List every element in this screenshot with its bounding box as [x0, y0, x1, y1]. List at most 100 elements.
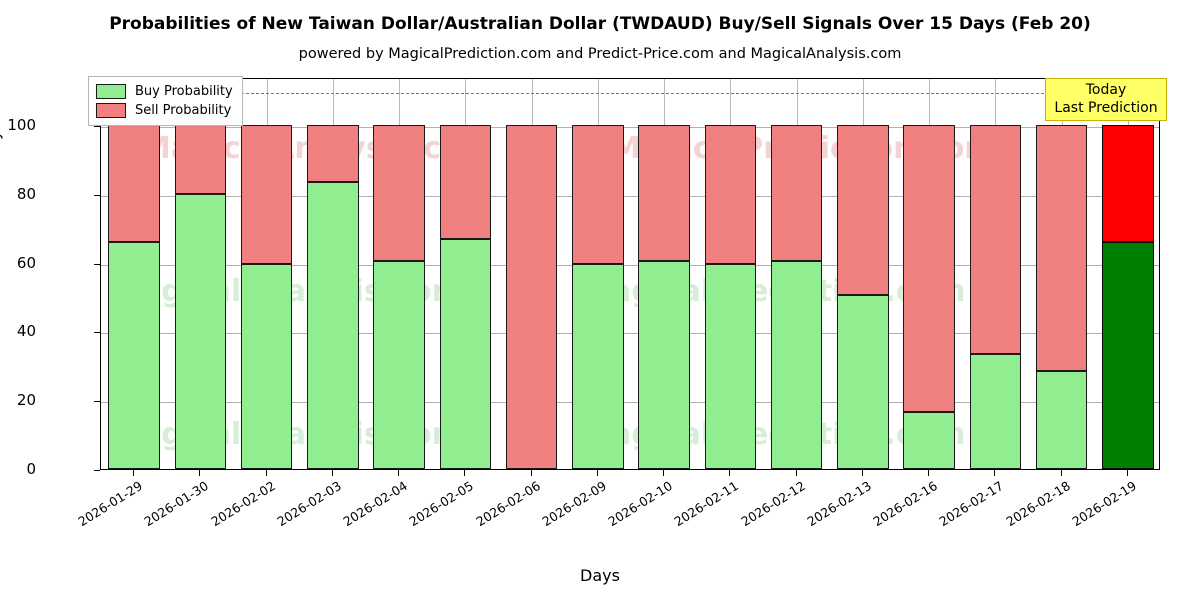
bar-segment-sell[interactable]	[240, 125, 293, 265]
x-tick-mark	[265, 470, 267, 476]
bar-segment-sell[interactable]	[1035, 125, 1088, 371]
bar-segment-sell[interactable]	[837, 125, 889, 296]
x-tick-label: 2026-02-05	[406, 478, 477, 530]
bar-stack[interactable]	[108, 79, 160, 469]
chart-title: Probabilities of New Taiwan Dollar/Austr…	[109, 14, 1091, 34]
bar-segment-sell[interactable]	[704, 125, 757, 265]
y-tick-mark	[94, 332, 100, 334]
y-tick-label: 20	[16, 391, 36, 410]
bar-stack[interactable]	[307, 79, 359, 469]
y-tick-label: 40	[16, 322, 36, 341]
x-tick-mark	[398, 470, 400, 476]
bar-segment-buy[interactable]	[1102, 241, 1154, 469]
bar-stack[interactable]	[439, 79, 492, 469]
gridline-horizontal	[101, 402, 1159, 404]
y-tick-label: 80	[16, 184, 36, 203]
bar-stack[interactable]	[638, 79, 690, 469]
bar-segment-buy[interactable]	[903, 412, 955, 469]
x-tick-label: 2026-02-02	[208, 478, 278, 530]
bar-segment-sell[interactable]	[1102, 125, 1154, 242]
bar-segment-buy[interactable]	[1035, 370, 1088, 469]
x-tick-label: 2026-02-18	[1003, 478, 1073, 530]
bar-segment-buy[interactable]	[174, 193, 227, 469]
x-tick-label: 2026-01-30	[141, 478, 212, 530]
reference-dashed-line	[101, 92, 1159, 94]
legend-item-buy: Buy Probability	[96, 82, 233, 101]
y-tick-mark	[94, 470, 100, 471]
y-tick-mark	[94, 126, 100, 127]
gridline-horizontal	[101, 333, 1159, 335]
x-tick-mark	[199, 470, 201, 476]
bar-segment-sell[interactable]	[903, 125, 955, 413]
x-tick-label: 2026-02-04	[340, 478, 411, 530]
bar-segment-buy[interactable]	[307, 181, 359, 469]
bar-segment-buy[interactable]	[770, 260, 823, 469]
bar-stack[interactable]	[837, 79, 889, 469]
bar-stack[interactable]	[240, 79, 293, 469]
y-tick-mark	[94, 263, 100, 265]
bar-stack[interactable]	[505, 79, 558, 469]
x-tick-mark	[729, 470, 731, 476]
bar-stack[interactable]	[704, 79, 757, 469]
x-tick-mark	[795, 470, 797, 476]
x-tick-mark	[133, 470, 135, 476]
gridline-horizontal	[101, 195, 1159, 197]
x-tick-label: 2026-02-13	[804, 478, 874, 530]
bar-segment-sell[interactable]	[638, 125, 690, 261]
bar-segment-buy[interactable]	[572, 264, 624, 469]
x-tick-label: 2026-02-16	[870, 478, 941, 530]
x-tick-mark	[331, 470, 333, 476]
x-tick-mark	[530, 470, 532, 476]
x-tick-mark	[596, 470, 598, 476]
x-tick-label: 2026-02-12	[738, 478, 808, 530]
bar-segment-sell[interactable]	[307, 125, 359, 182]
chart-subtitle: powered by MagicalPrediction.com and Pre…	[298, 46, 902, 62]
bar-stack[interactable]	[174, 79, 227, 469]
bar-segment-buy[interactable]	[108, 241, 160, 469]
x-tick-mark	[861, 470, 863, 476]
x-tick-label: 2026-02-11	[671, 478, 742, 530]
gridline-horizontal	[101, 127, 1159, 128]
x-axis-label: Days	[580, 566, 620, 585]
bar-segment-buy[interactable]	[373, 260, 425, 469]
x-tick-label: 2026-01-29	[75, 478, 146, 530]
bar-stack[interactable]	[1035, 79, 1088, 469]
bar-segment-buy[interactable]	[837, 295, 889, 469]
plot-area: MagicalAnalysis.comMagicalPrediction.com…	[100, 78, 1160, 470]
x-tick-mark	[1126, 470, 1128, 476]
bar-segment-sell[interactable]	[439, 125, 492, 239]
bar-stack[interactable]	[903, 79, 955, 469]
x-tick-mark	[663, 470, 665, 476]
bar-stack[interactable]	[572, 79, 624, 469]
y-tick-label: 0	[26, 460, 36, 478]
bar-stack[interactable]	[969, 79, 1022, 469]
y-tick-mark	[94, 194, 100, 196]
bar-segment-buy[interactable]	[638, 260, 690, 469]
bar-segment-sell[interactable]	[373, 125, 425, 261]
legend-label-sell: Sell Probability	[135, 103, 232, 118]
bar-segment-sell[interactable]	[572, 125, 624, 265]
bar-stack[interactable]	[770, 79, 823, 469]
bar-segment-buy[interactable]	[704, 264, 757, 469]
today-annotation-line1: Today	[1085, 82, 1127, 98]
bar-segment-buy[interactable]	[969, 353, 1022, 469]
today-annotation: Today Last Prediction	[1045, 78, 1167, 121]
x-tick-label: 2026-02-03	[274, 478, 344, 530]
bar-stack[interactable]	[373, 79, 425, 469]
bar-segment-sell[interactable]	[770, 125, 823, 261]
gridline-horizontal	[101, 264, 1159, 266]
bar-segment-sell[interactable]	[505, 125, 558, 469]
bar-segment-sell[interactable]	[969, 125, 1022, 354]
x-tick-label: 2026-02-17	[936, 478, 1007, 530]
x-tick-mark	[928, 470, 930, 476]
bar-stack[interactable]	[1102, 79, 1154, 469]
bar-segment-buy[interactable]	[439, 238, 492, 469]
bar-segment-buy[interactable]	[240, 264, 293, 469]
legend-label-buy: Buy Probability	[135, 84, 233, 99]
bar-segment-sell[interactable]	[174, 125, 227, 194]
plot-inner: MagicalAnalysis.comMagicalPrediction.com…	[101, 79, 1159, 469]
x-tick-label: 2026-02-19	[1069, 478, 1139, 530]
bar-segment-sell[interactable]	[108, 125, 160, 242]
y-tick-label: 100	[7, 116, 36, 134]
